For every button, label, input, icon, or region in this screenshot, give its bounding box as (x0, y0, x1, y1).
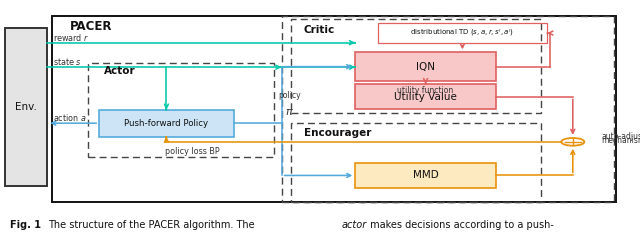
Text: actor: actor (341, 220, 366, 230)
Bar (282, 16, 614, 201)
Text: Fig. 1: Fig. 1 (10, 220, 40, 230)
Text: auto-adjust: auto-adjust (602, 132, 640, 141)
Text: IQN: IQN (416, 62, 435, 72)
Bar (355, 52, 496, 81)
Text: policy: policy (278, 91, 301, 100)
Bar (291, 123, 541, 201)
Text: policy loss BP: policy loss BP (164, 147, 220, 156)
Text: Encourager: Encourager (304, 128, 371, 138)
Bar (99, 110, 234, 137)
Bar (355, 84, 496, 109)
Text: MMD: MMD (413, 170, 438, 180)
Text: Env.: Env. (15, 102, 37, 112)
Text: reward $r$: reward $r$ (53, 32, 90, 43)
Text: distributional TD $(s,a,r,s',a')$: distributional TD $(s,a,r,s',a')$ (410, 27, 515, 39)
Bar (52, 16, 616, 201)
Text: makes decisions according to a push-: makes decisions according to a push- (367, 220, 554, 230)
Bar (88, 63, 274, 157)
Bar (291, 19, 541, 113)
Text: The structure of the PACER algorithm. The: The structure of the PACER algorithm. Th… (48, 220, 258, 230)
Text: action $a$: action $a$ (53, 112, 86, 123)
Bar (5, 28, 47, 186)
Bar (378, 23, 547, 43)
Text: Critic: Critic (304, 25, 335, 35)
Text: Push-forward Policy: Push-forward Policy (124, 119, 209, 128)
Text: Utility Value: Utility Value (394, 91, 457, 101)
Text: utility function: utility function (397, 86, 454, 95)
Text: Actor: Actor (104, 66, 136, 77)
Text: PACER: PACER (70, 20, 112, 33)
Text: state $s$: state $s$ (53, 56, 82, 67)
Bar (355, 163, 496, 188)
Text: mechanism: mechanism (602, 136, 640, 145)
Text: $\pi$: $\pi$ (285, 107, 294, 117)
